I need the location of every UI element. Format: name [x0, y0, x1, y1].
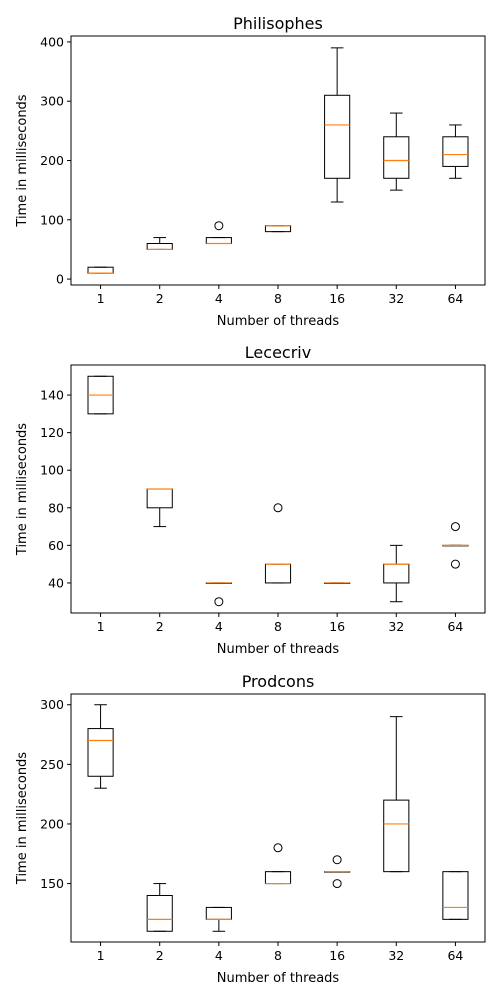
x-tick-label: 2 — [156, 619, 164, 634]
x-tick-label: 64 — [447, 619, 463, 634]
outlier-point — [332, 879, 342, 889]
y-axis-label: Time in milliseconds — [15, 752, 30, 885]
box-4 — [205, 906, 232, 932]
box-body — [442, 136, 469, 167]
box-body — [264, 225, 292, 233]
box-body — [383, 136, 410, 179]
box-8 — [264, 843, 292, 885]
x-tick-label: 4 — [215, 291, 223, 306]
x-tick-label: 32 — [388, 291, 404, 306]
box-32 — [383, 544, 410, 603]
plot-title: Prodcons — [242, 672, 315, 691]
axes-frame — [70, 35, 486, 286]
box-32 — [383, 112, 410, 191]
y-tick-label: 100 — [40, 212, 64, 227]
subplot-3: Prodcons 150 200 250 300 1 2 4 8 16 32 64 Number of … — [15, 672, 486, 986]
y-tick-label: 120 — [40, 425, 64, 440]
plot-title: Philisophes — [233, 14, 323, 33]
y-tick-label: 400 — [40, 34, 64, 49]
x-tick-label: 4 — [215, 619, 223, 634]
y-tick-label: 80 — [48, 500, 64, 515]
y-tick-label: 300 — [40, 94, 64, 109]
outlier-point — [450, 522, 460, 532]
x-tick-label: 4 — [215, 948, 223, 963]
box-16 — [324, 855, 351, 889]
x-tick-label: 64 — [447, 291, 463, 306]
box-8 — [264, 225, 292, 233]
outlier-point — [273, 503, 283, 513]
box-body — [264, 563, 292, 584]
outlier-point — [214, 221, 224, 231]
x-tick-label: 16 — [329, 619, 345, 634]
subplot-1: Philisophes 0 100 200 300 400 1 2 4 8 16 32 64 Number… — [15, 14, 486, 329]
y-tick-label: 300 — [40, 697, 64, 712]
box-16 — [324, 582, 351, 584]
x-tick-label: 2 — [156, 948, 164, 963]
x-tick-label: 1 — [97, 948, 105, 963]
box-1 — [87, 266, 114, 274]
subplot-2: Lececriv 40 60 80 100 120 140 1 2 4 8 16 32 64 Number … — [15, 343, 486, 657]
y-tick-label: 60 — [48, 538, 64, 553]
y-axis-label: Time in milliseconds — [15, 423, 30, 556]
box-64 — [442, 124, 469, 179]
x-tick-label: 1 — [97, 291, 105, 306]
y-tick-label: 0 — [56, 272, 64, 287]
box-2 — [146, 488, 173, 528]
box-4 — [205, 221, 232, 245]
box-8 — [264, 503, 292, 584]
box-body — [264, 871, 292, 885]
box-body — [146, 488, 173, 509]
x-tick-label: 16 — [329, 291, 345, 306]
box-body — [383, 799, 410, 873]
box-body — [205, 906, 232, 920]
box-32 — [383, 716, 410, 873]
y-tick-label: 140 — [40, 388, 64, 403]
x-tick-label: 8 — [274, 948, 282, 963]
plot-title: Lececriv — [245, 343, 311, 362]
x-tick-label: 32 — [388, 619, 404, 634]
outlier-point — [273, 843, 283, 853]
box-body — [442, 871, 469, 920]
x-axis-label: Number of threads — [217, 642, 340, 657]
x-axis-label: Number of threads — [217, 971, 340, 986]
box-64 — [442, 522, 469, 569]
y-tick-label: 250 — [40, 757, 64, 772]
box-1 — [87, 375, 114, 415]
x-tick-label: 8 — [274, 291, 282, 306]
x-tick-label: 8 — [274, 619, 282, 634]
y-axis-label: Time in milliseconds — [15, 94, 30, 227]
box-1 — [87, 704, 114, 789]
x-axis-label: Number of threads — [217, 314, 340, 329]
box-body — [87, 266, 114, 274]
outlier-point — [214, 597, 224, 607]
x-tick-label: 2 — [156, 291, 164, 306]
box-4 — [205, 582, 232, 607]
box-body — [87, 728, 114, 777]
axes-frame — [70, 693, 486, 943]
y-tick-label: 200 — [40, 816, 64, 831]
outlier-point — [450, 559, 460, 569]
x-tick-label: 1 — [97, 619, 105, 634]
box-body — [146, 243, 173, 250]
y-tick-label: 200 — [40, 153, 64, 168]
box-64 — [442, 871, 469, 920]
y-tick-label: 150 — [40, 876, 64, 891]
box-body — [324, 94, 351, 179]
x-tick-label: 64 — [447, 948, 463, 963]
box-2 — [146, 883, 173, 932]
x-tick-label: 32 — [388, 948, 404, 963]
box-16 — [324, 47, 351, 203]
box-body — [205, 237, 232, 244]
box-2 — [146, 237, 173, 251]
box-body — [146, 895, 173, 932]
box-body — [383, 563, 410, 584]
outlier-point — [332, 855, 342, 865]
y-tick-label: 40 — [48, 575, 64, 590]
x-tick-label: 16 — [329, 948, 345, 963]
y-tick-label: 100 — [40, 463, 64, 478]
axes-frame — [70, 364, 486, 614]
